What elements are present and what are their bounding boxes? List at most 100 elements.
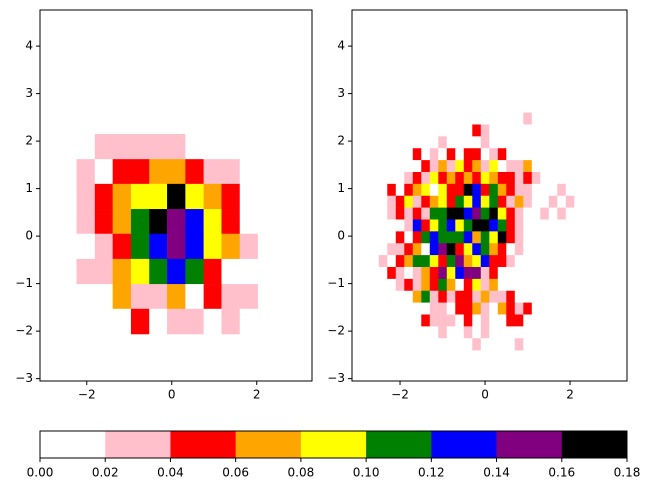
hist-cell	[446, 314, 456, 327]
hist-cell	[565, 314, 575, 327]
hist-cell	[574, 290, 584, 303]
x-tick-label: −2	[391, 388, 409, 402]
hist-cell	[387, 302, 397, 315]
hist-cell	[463, 136, 473, 149]
hist-cell	[514, 266, 524, 280]
hist-cell	[472, 160, 482, 173]
hist-cell	[489, 338, 499, 351]
hist-cell	[167, 258, 186, 285]
hist-cell	[591, 124, 601, 137]
hist-cell	[446, 266, 456, 280]
hist-cell	[557, 219, 567, 232]
hist-cell	[548, 112, 558, 125]
hist-cell	[203, 233, 222, 260]
hist-cell	[540, 302, 550, 315]
hist-cell	[404, 160, 414, 173]
hist-cell	[429, 314, 439, 327]
y-tick-label: 0	[25, 229, 33, 243]
hist-cell	[523, 136, 533, 149]
hist-cell	[523, 278, 533, 292]
hist-cell	[582, 278, 592, 292]
hist-cell	[429, 243, 439, 256]
hist-cell	[167, 183, 186, 210]
hist-cell	[446, 338, 456, 351]
hist-cell	[574, 302, 584, 315]
hist-cell	[531, 231, 541, 244]
hist-cell	[438, 124, 448, 137]
hist-cell	[472, 112, 482, 125]
hist-cell	[404, 302, 414, 315]
hist-cell	[167, 308, 186, 335]
hist-cell	[412, 195, 422, 208]
hist-cell	[239, 233, 258, 260]
hist-cell	[565, 338, 575, 351]
hist-cell	[531, 266, 541, 280]
hist-cell	[378, 160, 388, 173]
hist-cell	[514, 326, 524, 339]
hist-cell	[76, 133, 96, 160]
hist-cell	[421, 219, 431, 232]
hist-cell	[438, 148, 448, 161]
hist-cell	[540, 326, 550, 339]
hist-cell	[429, 183, 439, 197]
hist-cell	[557, 255, 567, 268]
hist-cell	[395, 148, 405, 161]
hist-cell	[387, 124, 397, 137]
hist-cell	[239, 209, 258, 235]
hist-cell	[506, 314, 516, 327]
hist-cell	[112, 209, 132, 235]
hist-cell	[540, 243, 550, 256]
hist-cell	[591, 278, 601, 292]
hist-cell	[489, 314, 499, 327]
hist-cell	[497, 160, 507, 173]
hist-cell	[455, 219, 465, 232]
hist-cell	[463, 207, 473, 220]
hist-cell	[497, 278, 507, 292]
hist-cell	[565, 124, 575, 137]
hist-cell	[463, 160, 473, 173]
hist-cell	[463, 314, 473, 327]
hist-cell	[582, 266, 592, 280]
hist-cell	[378, 326, 388, 339]
hist-cell	[506, 255, 516, 268]
hist-cell	[591, 112, 601, 125]
hist-cell	[412, 148, 422, 161]
hist-cell	[557, 290, 567, 303]
hist-cell	[395, 112, 405, 125]
hist-cell	[149, 159, 168, 185]
hist-cell	[421, 243, 431, 256]
hist-cell	[480, 314, 490, 327]
hist-cell	[472, 326, 482, 339]
hist-cell	[582, 148, 592, 161]
hist-cell	[429, 160, 439, 173]
hist-cell	[185, 209, 204, 235]
hist-cell	[506, 148, 516, 161]
hist-cell	[429, 219, 439, 232]
hist-cell	[455, 302, 465, 315]
hist-cell	[438, 278, 448, 292]
hist-cell	[404, 219, 414, 232]
hist-cell	[438, 290, 448, 303]
hist-cell	[480, 112, 490, 125]
hist-cell	[514, 243, 524, 256]
hist-cell	[203, 183, 222, 210]
hist-cell	[489, 326, 499, 339]
hist-cell	[565, 160, 575, 173]
hist-cell	[497, 338, 507, 351]
hist-cell	[574, 255, 584, 268]
hist-cell	[387, 278, 397, 292]
hist-cell	[591, 231, 601, 244]
hist-cell	[506, 207, 516, 220]
hist-cell	[76, 183, 96, 210]
hist-cell	[438, 243, 448, 256]
hist-cell	[412, 171, 422, 185]
colorbar-segment	[431, 431, 497, 458]
hist-cell	[412, 338, 422, 351]
hist-cell	[421, 326, 431, 339]
hist-cell	[438, 338, 448, 351]
hist-cell	[130, 133, 150, 160]
hist-cell	[387, 326, 397, 339]
hist-cell	[506, 183, 516, 197]
hist-cell	[149, 183, 168, 210]
hist-cell	[540, 136, 550, 149]
